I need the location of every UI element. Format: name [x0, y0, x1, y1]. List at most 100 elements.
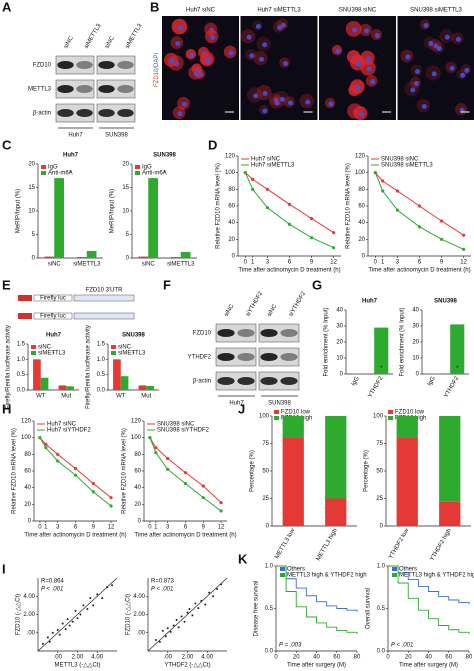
- legend-label: siMETTL3: [118, 351, 146, 357]
- x-tick-label: siNC: [48, 262, 62, 268]
- point: [309, 236, 314, 240]
- legend-label: SNU398 siNC: [157, 422, 195, 428]
- point: [186, 611, 189, 614]
- line: [374, 172, 464, 250]
- legend-label: IgG: [142, 165, 152, 171]
- survival-curve: [276, 565, 358, 634]
- legend-swatch: [388, 410, 393, 414]
- x-axis-label: YTHDF2 (-△△Ct): [164, 663, 210, 669]
- y-axis-label: Firefly/Renilla luciferase activity: [86, 325, 92, 409]
- legend-swatch: [274, 410, 279, 414]
- blot-panel: [55, 79, 95, 99]
- x-tick-label: 12: [108, 525, 115, 531]
- y-tick-label: 2.00: [133, 612, 145, 618]
- point: [109, 504, 113, 508]
- legend-label: Huh7 siNC: [251, 157, 281, 163]
- panel-label: A: [2, 0, 12, 14]
- diagram-label: FZD10 3'UTR: [86, 288, 123, 294]
- x-tick-label: WT: [116, 394, 126, 400]
- lane-label: siYTHDF2: [245, 290, 264, 318]
- point: [332, 246, 336, 250]
- chart-title: Huh7: [362, 299, 378, 305]
- blot-band: [76, 109, 93, 117]
- image-title: SNU398 siNC: [339, 8, 377, 14]
- x-tick-label: siMETTL3: [73, 262, 101, 268]
- x-tick-label: 6: [288, 260, 292, 266]
- point: [109, 496, 113, 500]
- blot-band: [237, 353, 255, 361]
- blot-band: [260, 353, 278, 361]
- point: [169, 630, 172, 633]
- legend-label: Others: [287, 567, 305, 573]
- point: [287, 202, 292, 206]
- point: [101, 597, 104, 600]
- point: [56, 629, 59, 632]
- fit-line: [147, 577, 228, 652]
- lane-label: siNC: [224, 303, 236, 318]
- nucleus: [374, 33, 380, 39]
- point: [44, 442, 48, 446]
- lane-label: siMETTL3: [125, 23, 144, 50]
- nucleus: [423, 23, 429, 29]
- bar: [374, 327, 389, 374]
- y-tick-label: 30: [336, 324, 343, 330]
- blot-band: [217, 329, 235, 337]
- point: [91, 481, 95, 486]
- blot-panel: [258, 323, 300, 343]
- x-tick-label: 3: [166, 525, 170, 531]
- nucleus: [281, 22, 287, 28]
- x-tick-label: siNC: [142, 262, 156, 268]
- bar-segment: [396, 416, 418, 438]
- y-tick-label: 0: [340, 372, 344, 378]
- legend-swatch: [388, 416, 393, 420]
- point: [64, 628, 67, 631]
- bar: [77, 257, 87, 258]
- x-tick-label: 20: [293, 655, 300, 661]
- panel-label: J: [238, 401, 245, 416]
- y-axis-label: Overall survival: [366, 588, 372, 629]
- nucleus: [255, 23, 261, 29]
- group-label: SUN398: [268, 401, 291, 407]
- group-label: SUN398: [105, 133, 128, 139]
- point: [46, 636, 49, 639]
- point: [287, 222, 292, 226]
- nucleus: [410, 87, 416, 93]
- bar: [146, 386, 154, 390]
- panel-label: D: [208, 137, 217, 152]
- x-tick-label: 3: [266, 260, 270, 266]
- point: [71, 620, 74, 623]
- point: [177, 626, 180, 629]
- point: [332, 231, 336, 235]
- blot-panel: [258, 347, 300, 367]
- significance: *: [380, 366, 383, 372]
- y-tick-label: 4.00: [23, 594, 35, 600]
- point: [204, 603, 207, 606]
- nucleus: [287, 100, 293, 106]
- bar: [113, 359, 121, 390]
- y-tick-label: 60: [134, 469, 141, 475]
- point: [161, 629, 164, 632]
- y-tick-label: 60: [24, 469, 31, 475]
- nucleus: [262, 108, 268, 114]
- x-tick-label: 0: [38, 525, 42, 531]
- nucleus: [189, 52, 195, 58]
- legend-label: SNU398 siMETTL3: [381, 163, 433, 169]
- lane-label: siNC: [267, 303, 279, 318]
- nucleus: [365, 56, 371, 62]
- y-tick-label: 120: [355, 154, 366, 160]
- lane-label: siYTHDF2: [288, 290, 307, 318]
- legend-label: SNU398 siNC: [381, 157, 419, 163]
- x-axis-label: METTL3 (-△△Ct): [55, 663, 101, 669]
- y-axis-label: Relative FZD10 mRNA level (%): [346, 163, 352, 249]
- x-axis-label: Time after surgery (M): [287, 663, 346, 669]
- nucleus: [413, 80, 419, 86]
- y-tick-label: 0.0: [265, 649, 274, 655]
- y-tick-label: 100: [21, 435, 32, 441]
- legend-label: Anti-m6A: [48, 171, 73, 177]
- point: [44, 446, 48, 450]
- bar-segment: [439, 501, 461, 526]
- x-tick-label: WT: [36, 394, 46, 400]
- chart-title: SUN398: [153, 153, 176, 159]
- line: [244, 172, 334, 249]
- x-tick-label: 9: [92, 525, 96, 531]
